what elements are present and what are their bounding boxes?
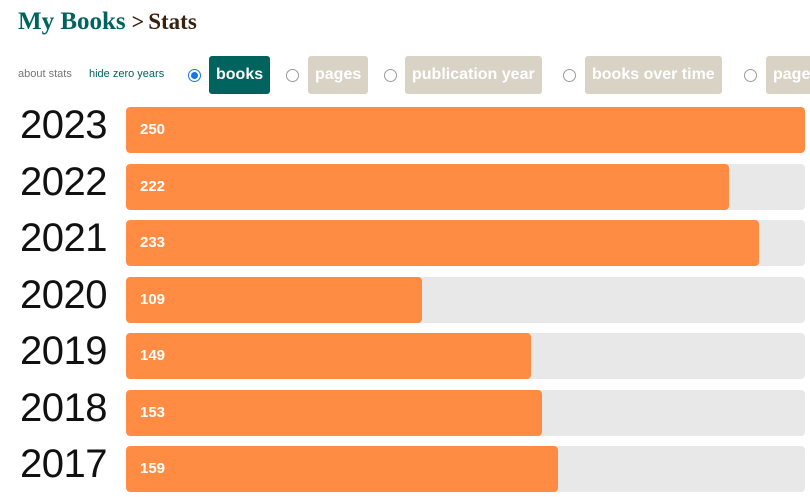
bar-fill[interactable]: 222 <box>126 163 729 210</box>
radio-publication-year[interactable] <box>384 69 397 82</box>
about-stats-link[interactable]: about stats <box>18 68 72 80</box>
tab-publication-year[interactable]: publication year <box>405 56 542 94</box>
year-label: 2018 <box>20 385 107 430</box>
year-label: 2023 <box>20 103 107 147</box>
tab-pages-over-time[interactable]: pages <box>766 56 810 94</box>
bar-fill[interactable]: 250 <box>126 107 805 153</box>
year-row: 2020 109 <box>0 272 810 323</box>
year-row: 2019 149 <box>0 328 810 379</box>
hide-zero-years-link[interactable]: hide zero years <box>89 68 165 80</box>
bar-value: 159 <box>140 460 166 477</box>
breadcrumb-separator: > <box>131 9 145 34</box>
bar-track[interactable]: 109 <box>126 276 805 323</box>
breadcrumb: My Books > Stats <box>18 8 197 38</box>
bar-fill[interactable]: 149 <box>126 333 531 379</box>
year-label: 2017 <box>20 442 107 486</box>
year-label: 2022 <box>20 159 107 204</box>
radio-books[interactable] <box>188 69 201 82</box>
bar-fill[interactable]: 153 <box>126 389 542 436</box>
bar-value: 233 <box>140 234 166 251</box>
bar-fill[interactable]: 233 <box>126 220 759 266</box>
bar-track[interactable]: 153 <box>126 389 805 436</box>
radio-books-over-time[interactable] <box>563 69 576 82</box>
year-label: 2021 <box>20 216 107 260</box>
bar-track[interactable]: 222 <box>126 163 805 210</box>
year-row: 2022 222 <box>0 159 810 210</box>
bar-value: 222 <box>140 177 166 195</box>
year-row: 2021 233 <box>0 215 810 266</box>
year-label: 2019 <box>20 329 107 373</box>
year-row: 2018 153 <box>0 385 810 436</box>
bar-value: 250 <box>140 121 166 138</box>
bar-track[interactable]: 149 <box>126 333 805 379</box>
tab-books[interactable]: books <box>209 56 271 94</box>
bar-fill[interactable]: 159 <box>126 446 558 492</box>
stats-controls: about stats hide zero years books pages … <box>18 56 810 94</box>
year-row: 2023 250 <box>0 102 810 153</box>
bar-track[interactable]: 233 <box>126 220 805 266</box>
bar-value: 109 <box>140 290 166 308</box>
page-title: Stats <box>148 9 197 34</box>
bar-value: 149 <box>140 347 166 364</box>
bar-track[interactable]: 250 <box>126 107 805 153</box>
year-row: 2017 159 <box>0 441 810 492</box>
radio-pages[interactable] <box>286 69 299 82</box>
tab-books-over-time[interactable]: books over time <box>585 56 722 94</box>
bar-track[interactable]: 159 <box>126 446 805 492</box>
year-label: 2020 <box>20 272 107 317</box>
radio-pages-over-time[interactable] <box>744 69 757 82</box>
bar-value: 153 <box>140 403 166 421</box>
tab-pages[interactable]: pages <box>308 56 369 94</box>
my-books-link[interactable]: My Books <box>18 8 126 35</box>
bar-fill[interactable]: 109 <box>126 276 422 323</box>
